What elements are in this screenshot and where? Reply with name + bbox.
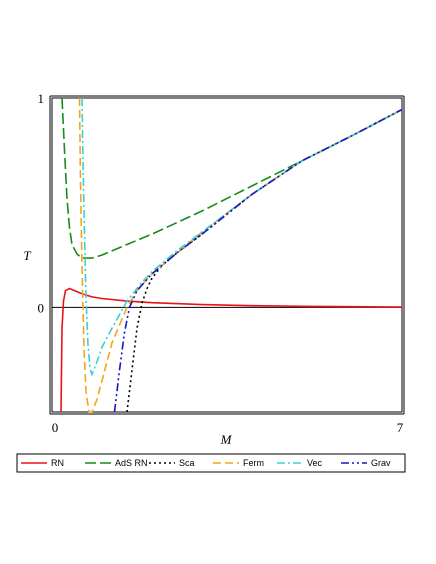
legend-label-ads-rn: AdS RN <box>115 458 148 468</box>
legend-label-rn: RN <box>51 458 64 468</box>
legend-label-vec: Vec <box>307 458 323 468</box>
legend-label-grav: Grav <box>371 458 391 468</box>
series-line-ferm <box>78 97 403 413</box>
series-line-ads-rn <box>61 97 403 259</box>
series-line-vec <box>81 97 403 377</box>
x-tick-label-1: 7 <box>397 420 404 435</box>
series-layer <box>60 97 403 413</box>
legend-label-sca: Sca <box>179 458 195 468</box>
series-line-sca <box>126 108 403 413</box>
plot-frame <box>51 97 403 413</box>
series-line-grav <box>113 108 403 413</box>
x-axis-label: M <box>220 432 233 447</box>
x-tick-label-0: 0 <box>52 420 59 435</box>
series-line-rn <box>60 287 403 413</box>
y-tick-label-1: 1 <box>38 91 45 106</box>
y-axis-label: T <box>23 248 31 263</box>
legend-label-ferm: Ferm <box>243 458 264 468</box>
legend: RN AdS RN Sca Ferm Vec Grav <box>21 458 391 468</box>
y-tick-label-0: 0 <box>38 300 45 315</box>
legend-box <box>16 453 406 473</box>
